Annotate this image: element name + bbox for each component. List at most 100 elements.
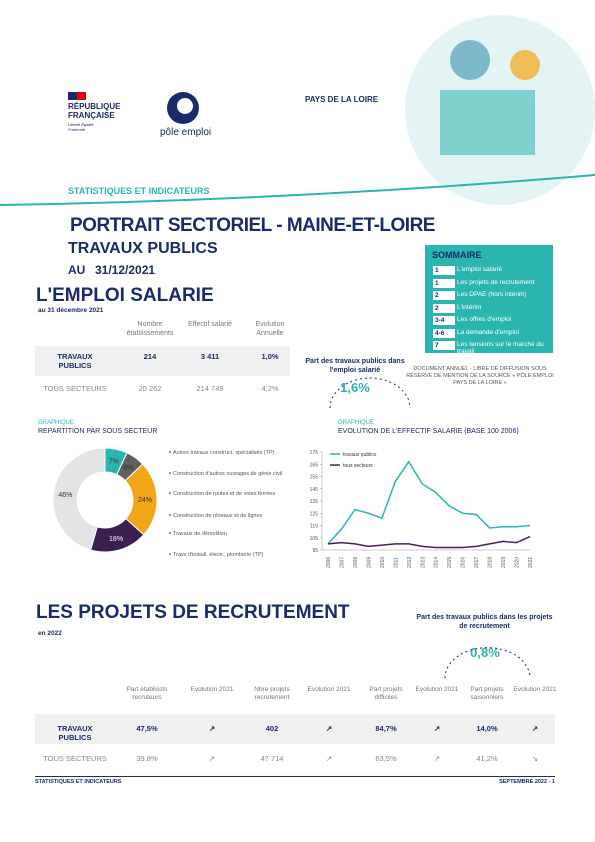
- section-date: au 31 décembre 2021: [38, 307, 104, 314]
- row-highlight: [35, 346, 290, 376]
- column-header: Part projets difficiles: [369, 686, 403, 701]
- column-header: Nombre établissements: [126, 321, 174, 337]
- chart-kicker: GRAPHIQUE: [38, 420, 74, 426]
- x-tick-label: 2014: [434, 557, 440, 568]
- column-header: Evolution Annuelle: [255, 321, 285, 337]
- sommaire-page: 1: [433, 266, 455, 275]
- cell: ↗: [208, 724, 216, 733]
- sommaire-label: L'emploi salarié: [457, 266, 502, 273]
- sommaire-page: 4-6: [433, 328, 455, 338]
- x-tick-label: 2015: [447, 557, 453, 568]
- sommaire-page: 3-4: [433, 316, 455, 325]
- gauge: [444, 647, 531, 679]
- x-tick-label: 2009: [366, 557, 372, 568]
- cell: ↗: [325, 724, 333, 733]
- column-header: Evolution 2021: [307, 686, 351, 693]
- row-label: TOUS SECTEURS: [43, 754, 107, 763]
- charts: GRAPHIQUE REPARTITION PAR SOUS SECTEUR 7% 6…: [38, 420, 534, 568]
- brand: pôle emploi: [160, 127, 212, 138]
- chart-kicker: GRAPHIQUE: [338, 420, 374, 426]
- illustration-screen: [440, 90, 535, 155]
- legend-label: travaux publics: [343, 452, 377, 458]
- cell: ↗: [433, 754, 441, 763]
- motto: Liberté Égalité Fraternité: [68, 122, 94, 132]
- sommaire-label: Les projets de recrutement: [457, 278, 535, 286]
- share-label: Part des travaux publics dans les projet…: [416, 614, 553, 630]
- line-series: [327, 535, 531, 549]
- chart-title: REPARTITION PAR SOUS SECTEUR: [38, 428, 157, 435]
- cell: ↗: [208, 754, 216, 763]
- footer-right: SEPTEMBRE 2022 - 1: [499, 779, 555, 785]
- cell: ↗: [433, 724, 441, 733]
- date: 31/12/2021: [95, 263, 156, 277]
- y-tick-label: 105: [310, 536, 319, 542]
- column-header: Nbre projets recrutement: [254, 686, 290, 701]
- column-header: Evolution 2021: [415, 686, 459, 693]
- gauge: [329, 377, 411, 409]
- legend-label: Autres travaux construct. spécialisés (T…: [173, 450, 275, 456]
- sommaire-page: 2: [433, 303, 455, 313]
- x-tick-label: 2020: [515, 557, 521, 568]
- legend-bullet: [169, 532, 171, 534]
- column-header: Evolution 2021: [513, 686, 557, 693]
- footer-left: STATISTIQUES ET INDICATEURS: [35, 779, 122, 785]
- cell: 4,2%: [261, 384, 279, 393]
- x-tick-label: 2013: [420, 557, 426, 568]
- donut-slice: [52, 447, 106, 551]
- header-art: [0, 15, 595, 206]
- section-title: LES PROJETS DE RECRUTEMENT: [36, 602, 350, 623]
- cell: ↘: [531, 754, 539, 763]
- title: PORTRAIT SECTORIEL - MAINE-ET-LOIRE: [70, 215, 435, 236]
- sommaire-label: L'intérim: [457, 303, 482, 311]
- legend-bullet: [169, 451, 171, 453]
- cell: 47 714: [260, 754, 284, 763]
- x-tick-label: 2018: [488, 557, 494, 568]
- sommaire-label: La demande d'emploi: [457, 328, 519, 336]
- legend-label: Travaux de démolition: [173, 531, 227, 537]
- x-tick-label: 2019: [501, 557, 507, 568]
- share-label: Part des travaux publics dans l'emploi s…: [305, 358, 405, 374]
- column-header: Part établissts recruteurs: [126, 686, 168, 701]
- cell: 39,8%: [136, 754, 158, 763]
- section-title: L'EMPLOI SALARIE: [36, 285, 214, 306]
- cell: 1,0%: [261, 352, 279, 361]
- x-tick-label: 2007: [339, 557, 345, 568]
- share-value: 1,6%: [340, 380, 370, 395]
- legend-label: Construction de réseaux et de lignes: [173, 513, 263, 519]
- cell: 214 749: [196, 384, 224, 393]
- gauge-arc: [329, 377, 411, 409]
- flag-blue: [68, 92, 77, 100]
- sommaire-label: Les offres d'emploi: [457, 316, 512, 323]
- logo-inner: [177, 98, 193, 114]
- sommaire-page: 1: [433, 278, 455, 288]
- cell: ↗: [531, 724, 539, 733]
- slice-label: 18%: [109, 536, 123, 543]
- x-tick-label: 2021: [528, 557, 534, 568]
- x-tick-label: 2008: [353, 557, 359, 568]
- legend-bullet: [169, 553, 171, 555]
- row-highlight: [35, 714, 555, 744]
- sommaire-page: 7: [433, 341, 455, 350]
- slice-label: 6%: [123, 465, 133, 472]
- region: PAYS DE LA LOIRE: [305, 95, 379, 104]
- x-tick-label: 2017: [474, 557, 480, 568]
- line-series: [327, 460, 531, 545]
- header-curve: [0, 174, 595, 206]
- legend-label: Construction de routes et de voies ferré…: [173, 491, 275, 497]
- gauge-arc: [444, 647, 531, 679]
- cell: 402: [265, 724, 279, 733]
- footer-rule: [35, 776, 555, 777]
- y-tick-label: 125: [310, 511, 319, 517]
- cell: 3 411: [200, 352, 220, 361]
- cell: 47,5%: [136, 724, 158, 733]
- x-tick-label: 2006: [326, 557, 332, 568]
- note: DOCUMENT ANNUEL - LIBRE DE DIFFUSION SOU…: [406, 366, 554, 386]
- column-header: Evolution 2021: [190, 686, 234, 693]
- y-tick-label: 145: [310, 487, 319, 493]
- column-header: Effectif salarié: [188, 321, 232, 328]
- date-prefix: AU: [68, 263, 86, 277]
- x-tick-label: 2011: [393, 557, 399, 568]
- cell: 20 262: [138, 384, 162, 393]
- illustration-gear: [450, 40, 490, 80]
